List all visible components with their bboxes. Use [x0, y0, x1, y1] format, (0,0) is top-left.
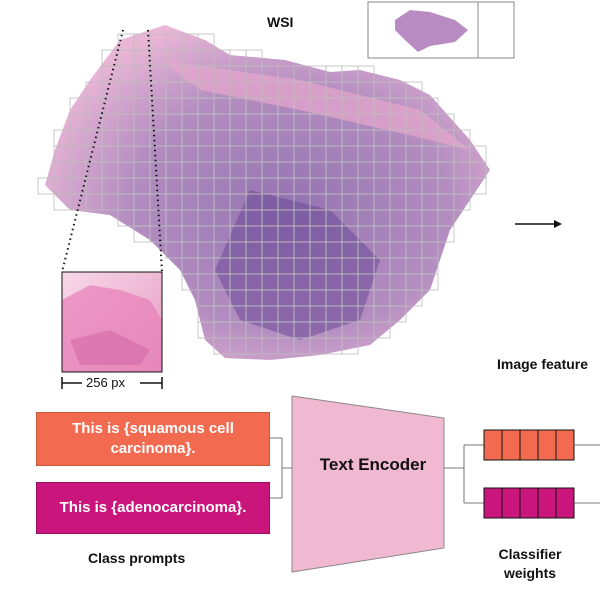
weight-cell [519, 487, 539, 519]
prompt-squamous: This is {squamous cell carcinoma}. [36, 412, 270, 466]
classifier-weights-label: Classifier weights [498, 546, 562, 581]
patch-tile [469, 177, 487, 195]
patch-tile [453, 193, 471, 211]
patch-tile [341, 337, 359, 355]
text-encoder-block [291, 395, 445, 573]
weight-cell [519, 429, 539, 461]
weight-cell [483, 487, 503, 519]
image-feature-label: Image feature [497, 356, 589, 372]
patch-tile [405, 289, 423, 307]
patch-tile [421, 273, 439, 291]
weight-cell [501, 429, 521, 461]
tissue-dense-region [215, 190, 380, 340]
zoomed-patch [61, 271, 163, 373]
weights-connector [444, 444, 484, 504]
patch-tile [437, 225, 455, 243]
weight-cell [555, 487, 575, 519]
weight-cell [483, 429, 503, 461]
prompt-adenocarcinoma: This is {adenocarcinoma}. [36, 482, 270, 534]
weight-cell [555, 429, 575, 461]
patch-size-label: 256 px [86, 375, 126, 390]
classifier-weight-vectors [483, 429, 575, 519]
weight-cell [537, 429, 557, 461]
scale-bar [61, 377, 163, 389]
prompt-connector [270, 437, 292, 499]
patch-tile [389, 305, 407, 323]
text-encoder-label: Text Encoder [319, 455, 427, 474]
weight-cell [537, 487, 557, 519]
tissue-stroma [160, 60, 470, 150]
arrow-right-icon [515, 220, 562, 228]
patch-tile [373, 321, 391, 339]
slide-thumbnail [367, 1, 515, 59]
patch-grid [37, 33, 487, 355]
wsi-title: WSI [267, 14, 294, 30]
class-prompts-label: Class prompts [88, 550, 186, 566]
zoom-line-right [147, 29, 163, 273]
weight-cell [501, 487, 521, 519]
